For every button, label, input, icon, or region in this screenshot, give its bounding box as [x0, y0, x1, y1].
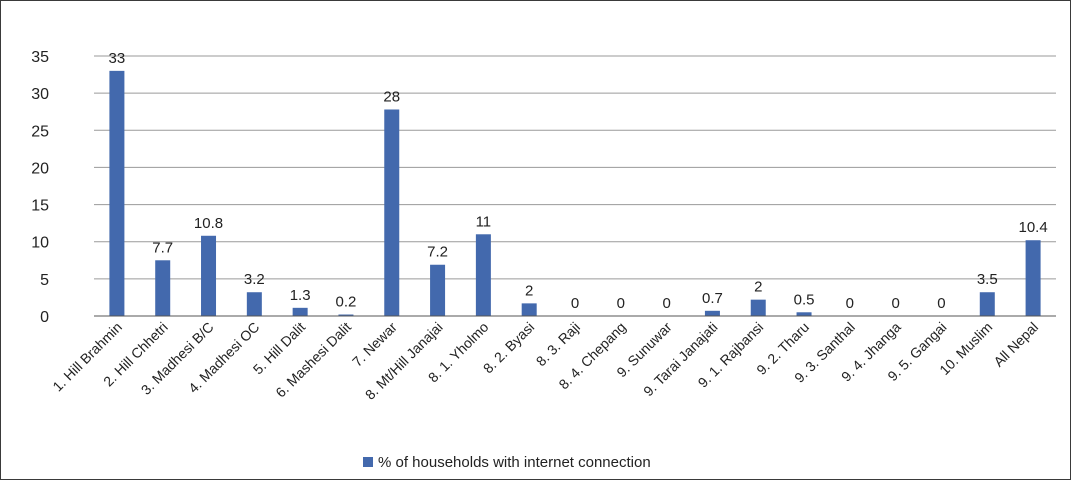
category-label: All Nepal	[990, 319, 1041, 370]
bar	[704, 310, 720, 316]
data-label: 0.2	[336, 294, 357, 311]
data-label: 3.2	[244, 271, 265, 288]
bar	[384, 109, 400, 316]
data-label: 0	[571, 295, 579, 312]
bar	[338, 314, 354, 316]
y-tick-label: 10	[31, 235, 49, 252]
y-axis-tick-labels: 0 5 10 15 20 25 30 35	[31, 49, 49, 326]
bar	[246, 292, 262, 316]
data-label: 7.2	[427, 244, 448, 261]
bar	[155, 260, 171, 316]
data-label: 0.7	[702, 290, 723, 307]
data-label: 10.4	[1018, 219, 1047, 236]
data-label: 2	[525, 282, 533, 299]
data-labels: 33 7.7 10.8 3.2 1.3 0.2 28 7.2 11 2 0 0 0 0.7 2 0.5 0 0 0 3…	[109, 50, 1048, 312]
y-tick-label: 15	[31, 198, 49, 215]
data-label: 0	[662, 295, 670, 312]
data-label: 3.5	[977, 271, 998, 288]
bar	[750, 299, 766, 316]
y-tick-label: 35	[31, 49, 49, 66]
y-tick-label: 0	[40, 309, 49, 326]
y-tick-label: 25	[31, 123, 49, 140]
bar	[292, 307, 308, 316]
bar	[1025, 240, 1041, 316]
y-tick-label: 20	[31, 160, 49, 177]
legend: % of households with internet connection	[363, 454, 651, 471]
gridlines	[94, 55, 1056, 280]
data-label: 0	[891, 295, 899, 312]
bar	[521, 303, 537, 316]
y-tick-label: 30	[31, 86, 49, 103]
data-label: 33	[109, 50, 126, 67]
bar	[109, 70, 125, 316]
data-label: 28	[383, 88, 400, 105]
data-label: 1.3	[290, 287, 311, 304]
bar	[430, 264, 446, 316]
data-label: 0	[617, 295, 625, 312]
y-tick-label: 5	[40, 272, 49, 289]
bar	[475, 234, 491, 316]
bar	[796, 312, 812, 316]
legend-label: % of households with internet connection	[378, 454, 651, 471]
data-label: 10.8	[194, 215, 223, 232]
bar	[979, 292, 995, 316]
data-label: 11	[476, 213, 492, 230]
data-label: 0	[846, 295, 854, 312]
data-label: 7.7	[152, 239, 173, 256]
legend-swatch	[363, 457, 373, 467]
bar	[201, 235, 217, 316]
data-label: 2	[754, 279, 762, 296]
bars	[109, 70, 1041, 316]
data-label: 0	[937, 295, 945, 312]
category-label: 8. Mt/Hill Janajai	[362, 319, 446, 403]
data-label: 0.5	[794, 291, 815, 308]
